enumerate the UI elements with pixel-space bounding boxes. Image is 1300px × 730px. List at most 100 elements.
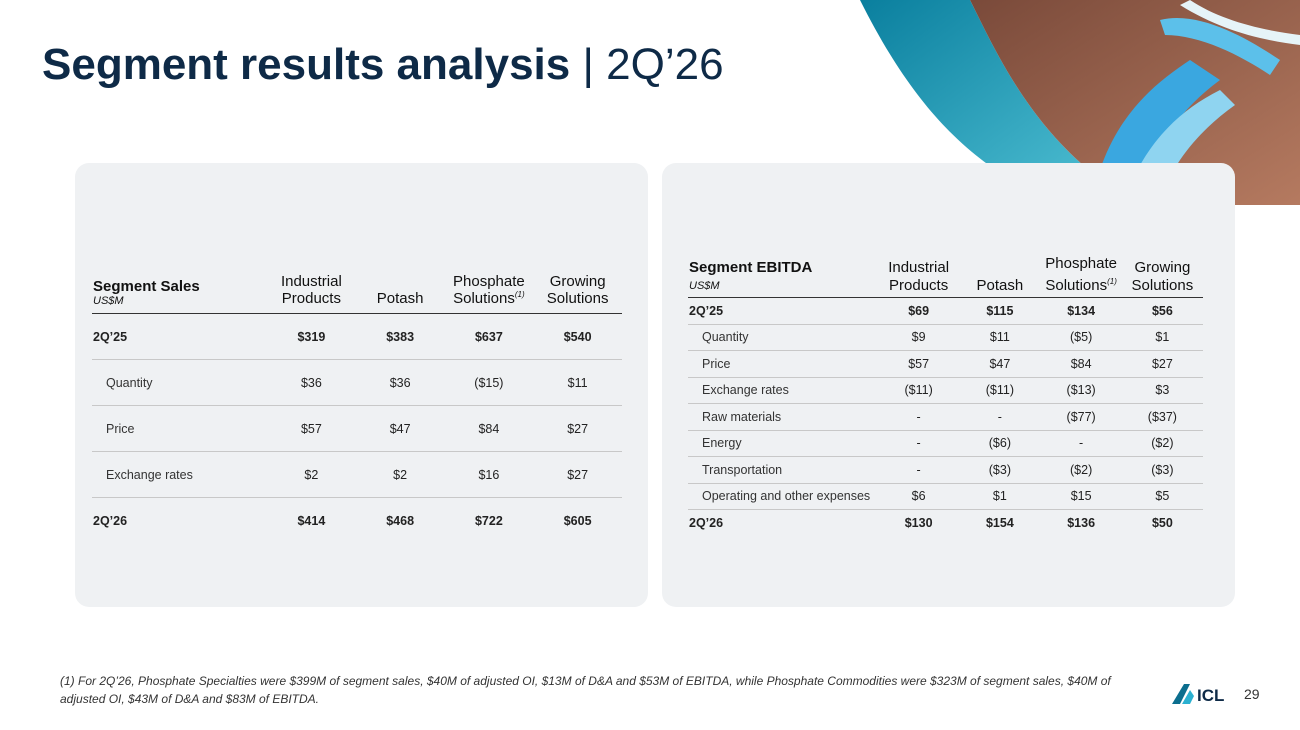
value-cell: - xyxy=(959,403,1041,431)
value-cell: $9 xyxy=(878,324,960,351)
value-cell: $1 xyxy=(1121,324,1203,351)
row-label: Quantity xyxy=(92,359,267,406)
value-cell: ($77) xyxy=(1040,403,1122,431)
table-row: Energy - ($6) - ($2) xyxy=(688,430,1203,457)
value-cell: $27 xyxy=(533,405,622,452)
value-cell: $27 xyxy=(533,451,622,498)
table-row: Price $57 $47 $84 $27 xyxy=(92,405,622,452)
title-separator: | xyxy=(582,40,594,89)
column-header: Industrial Products xyxy=(878,254,960,298)
sales-table: Segment Sales US$M Industrial Products Pota… xyxy=(92,258,622,543)
row-label: Price xyxy=(92,405,267,452)
row-label: Energy xyxy=(688,430,878,457)
column-note: (1) xyxy=(514,290,525,299)
value-cell: $69 xyxy=(878,297,960,325)
table-row: Operating and other expenses $6 $1 $15 $5 xyxy=(688,483,1203,510)
tbody: 2Q’25 $319 $383 $637 $540 Quantity $36 $36 ($15)… xyxy=(92,313,622,544)
column-header: Growing Solutions xyxy=(533,258,622,314)
column-header: Growing Solutions xyxy=(1121,254,1203,298)
table-title: Segment Sales xyxy=(93,278,200,295)
row-label: Exchange rates xyxy=(92,451,267,498)
value-cell: ($15) xyxy=(444,359,534,406)
table-title: Segment EBITDA xyxy=(689,259,813,276)
value-cell: $84 xyxy=(444,405,534,452)
table-row: Exchange rates $2 $2 $16 $27 xyxy=(92,451,622,498)
value-cell: $47 xyxy=(959,350,1041,378)
value-cell: $540 xyxy=(533,313,622,360)
value-cell: ($2) xyxy=(1040,456,1122,484)
title-text: Segment results analysis xyxy=(42,40,571,89)
row-label: Exchange rates xyxy=(688,377,878,404)
table-unit: US$M xyxy=(689,280,720,292)
value-cell: $605 xyxy=(563,513,592,528)
slide-title: Segment results analysis | 2Q’26 xyxy=(42,40,724,90)
value-cell: $136 xyxy=(1067,515,1096,530)
value-cell: $5 xyxy=(1121,483,1203,510)
row-label: 2Q’26 xyxy=(689,515,724,530)
table-row: 2Q’25 $319 $383 $637 $540 xyxy=(92,313,622,360)
landscape-image xyxy=(860,0,1300,205)
value-cell: $36 xyxy=(355,359,445,406)
value-cell: $11 xyxy=(959,324,1041,351)
row-label: 2Q’26 xyxy=(93,513,128,528)
value-cell: $2 xyxy=(267,451,356,498)
value-cell: $11 xyxy=(533,359,622,406)
footnote: (1) For 2Q’26, Phosphate Specialties wer… xyxy=(60,674,1111,706)
column-header: Phosphate Solutions(1) xyxy=(444,258,534,314)
value-cell: - xyxy=(878,403,960,431)
header-cell: Segment EBITDA US$M xyxy=(688,254,878,298)
value-cell: $16 xyxy=(444,451,534,498)
value-cell: ($2) xyxy=(1121,430,1203,457)
table-row: Quantity $9 $11 ($5) $1 xyxy=(688,324,1203,351)
table-row: Raw materials - - ($77) ($37) xyxy=(688,403,1203,431)
value-cell: $722 xyxy=(474,513,503,528)
value-cell: ($37) xyxy=(1121,403,1203,431)
title-period: 2Q’26 xyxy=(606,40,724,89)
row-label: Transportation xyxy=(688,456,878,484)
column-label: Growing Solutions xyxy=(546,273,609,307)
column-label: Potash xyxy=(976,277,1024,294)
column-header: Industrial Products xyxy=(267,258,356,314)
value-cell: $1 xyxy=(959,483,1041,510)
value-cell: $15 xyxy=(1040,483,1122,510)
row-label: Price xyxy=(688,350,878,378)
value-cell: $637 xyxy=(444,313,534,360)
value-cell: $319 xyxy=(267,313,356,360)
value-cell: $468 xyxy=(386,513,415,528)
value-cell: $56 xyxy=(1121,297,1203,325)
value-cell: ($5) xyxy=(1040,324,1122,351)
column-header: Potash xyxy=(959,254,1041,298)
row-label: Raw materials xyxy=(688,403,878,431)
header-row: Segment EBITDA US$M Industrial Products Pot… xyxy=(688,254,1203,298)
column-label: Phosphate Solutions xyxy=(453,273,525,307)
row-label: 2Q’25 xyxy=(688,297,878,325)
table-row: 2Q’26 $414 $468 $722 $605 xyxy=(92,498,622,544)
table-row: 2Q’26 $130 $154 $136 $50 xyxy=(688,510,1203,536)
value-cell: $3 xyxy=(1121,377,1203,404)
column-label: Phosphate Solutions xyxy=(1045,255,1117,294)
logo-text: ICL xyxy=(1197,686,1224,705)
row-label: Quantity xyxy=(688,324,878,351)
value-cell: $2 xyxy=(355,451,445,498)
value-cell: $134 xyxy=(1040,297,1122,325)
value-cell: ($3) xyxy=(959,456,1041,484)
column-header: Phosphate Solutions(1) xyxy=(1040,254,1122,298)
value-cell: $154 xyxy=(985,515,1014,530)
tbody: 2Q’25 $69 $115 $134 $56 Quantity $9 $11 ($5) $1 Pr… xyxy=(688,297,1203,536)
value-cell: $57 xyxy=(878,350,960,378)
table-row: Exchange rates ($11) ($11) ($13) $3 xyxy=(688,377,1203,404)
value-cell: ($11) xyxy=(959,377,1041,404)
page-number: 29 xyxy=(1244,686,1260,702)
value-cell: $115 xyxy=(959,297,1041,325)
table-row: Price $57 $47 $84 $27 xyxy=(688,350,1203,378)
value-cell: ($11) xyxy=(878,377,960,404)
column-label: Industrial Products xyxy=(888,259,950,294)
table-row: Quantity $36 $36 ($15) $11 xyxy=(92,359,622,406)
value-cell: $36 xyxy=(267,359,356,406)
ebitda-table: Segment EBITDA US$M Industrial Products Pot… xyxy=(688,254,1203,536)
value-cell: $6 xyxy=(878,483,960,510)
value-cell: $130 xyxy=(904,515,933,530)
table-unit: US$M xyxy=(93,295,124,307)
value-cell: ($13) xyxy=(1040,377,1122,404)
